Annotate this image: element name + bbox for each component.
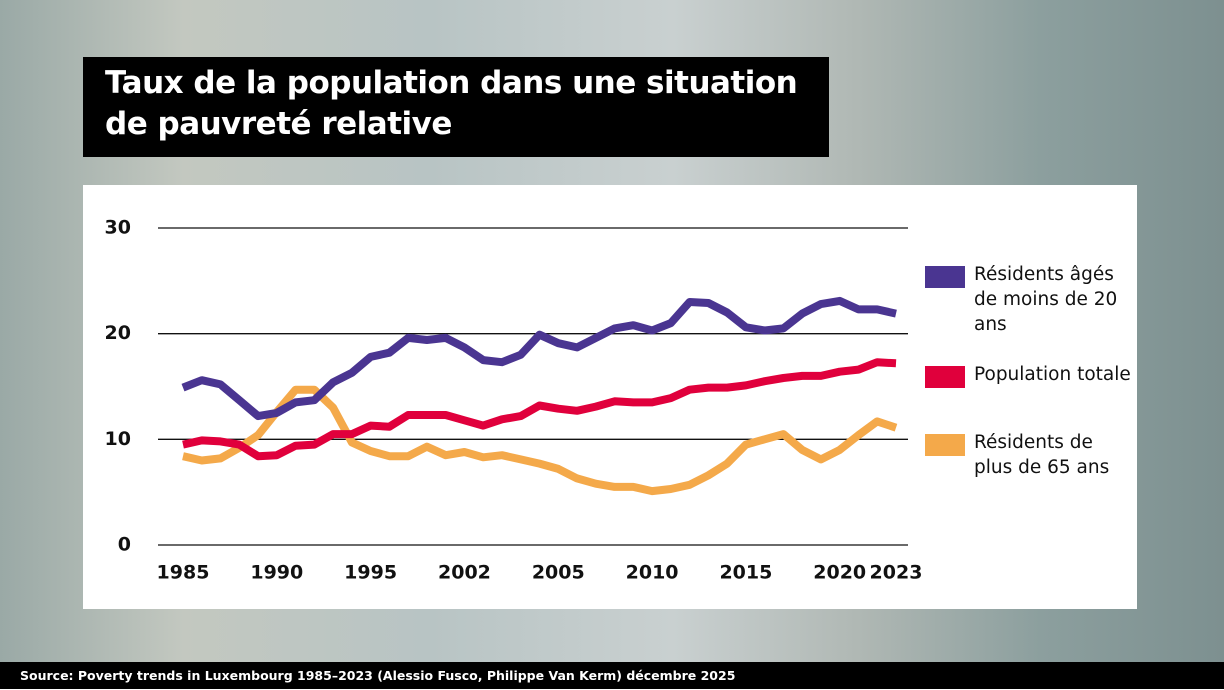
series-line bbox=[182, 358, 897, 461]
legend-swatch bbox=[925, 434, 965, 456]
chart-title: Taux de la population dans une situation… bbox=[83, 57, 829, 157]
source: Source: Poverty trends in Luxembourg 198… bbox=[0, 662, 1224, 689]
y-tick-label: 30 bbox=[105, 217, 131, 239]
chart-panel bbox=[83, 185, 1137, 609]
legend-label: Population totale bbox=[974, 364, 1131, 385]
x-tick-label: 2005 bbox=[532, 562, 585, 584]
legend-label: Résidents de plus de 65 ans bbox=[974, 432, 1110, 478]
x-tick-label: 2020 bbox=[813, 562, 866, 584]
y-tick-label: 0 bbox=[118, 534, 131, 556]
legend-label: Résidents âgés de moins de 20 ans bbox=[974, 264, 1118, 335]
x-tick-label: 1995 bbox=[344, 562, 397, 584]
y-tick-label: 10 bbox=[105, 428, 131, 450]
legend-swatch bbox=[925, 366, 965, 388]
y-tick-label: 20 bbox=[105, 322, 131, 344]
series-line bbox=[181, 296, 897, 421]
x-tick-label: 2002 bbox=[438, 562, 491, 584]
legend-swatch bbox=[925, 266, 965, 288]
x-tick-label: 1990 bbox=[250, 562, 303, 584]
x-tick-label: 2023 bbox=[870, 562, 923, 584]
x-tick-label: 2010 bbox=[626, 562, 679, 584]
x-tick-label: 1985 bbox=[157, 562, 210, 584]
series-line bbox=[182, 385, 898, 496]
x-tick-label: 2015 bbox=[719, 562, 772, 584]
